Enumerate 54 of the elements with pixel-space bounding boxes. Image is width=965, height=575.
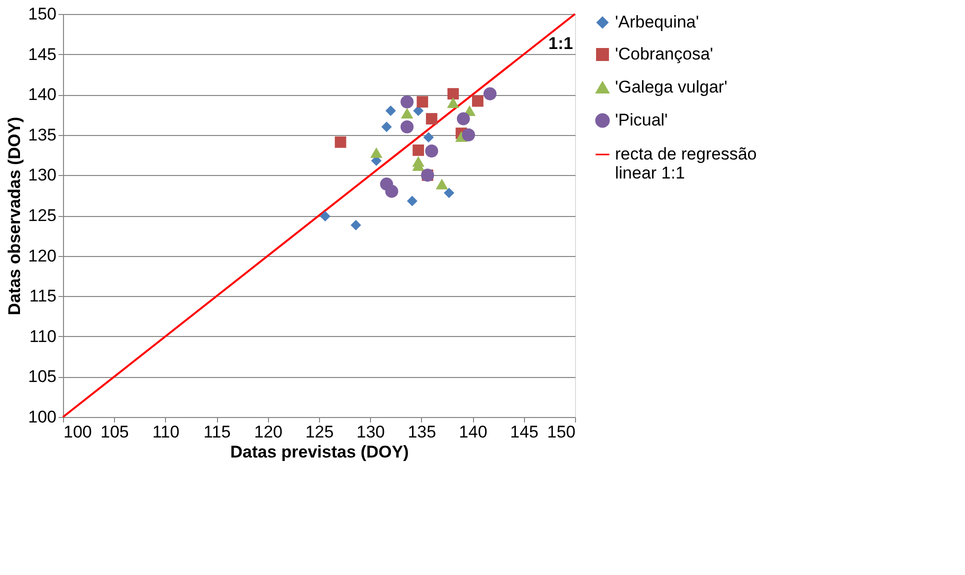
x-axis-title: Datas previstas (DOY) <box>230 442 409 462</box>
point <box>370 147 382 158</box>
x-tick-label: 115 <box>204 422 231 442</box>
point <box>483 87 497 100</box>
x-tick-label: 135 <box>408 422 436 442</box>
y-tick-label: 105 <box>28 367 56 386</box>
y-tick-label: 125 <box>28 206 56 225</box>
point <box>423 132 434 143</box>
point <box>400 120 414 134</box>
point <box>456 112 470 126</box>
point <box>444 188 454 198</box>
point <box>400 95 414 108</box>
y-tick-label: 135 <box>28 125 56 144</box>
y-tick-label: 120 <box>28 246 56 266</box>
point <box>447 88 459 100</box>
point <box>412 144 424 156</box>
point <box>406 196 418 206</box>
x-tick-label: 140 <box>458 422 488 442</box>
y-tick-label: 110 <box>29 326 56 346</box>
point <box>381 122 392 132</box>
point <box>385 184 398 198</box>
legend-label: 'Galega vulgar' <box>615 78 728 96</box>
point <box>320 211 330 222</box>
legend-label: 'Picual' <box>615 110 668 130</box>
y-tick-label: 115 <box>29 286 56 306</box>
point <box>425 144 438 158</box>
x-tick-label: 125 <box>305 422 334 442</box>
point <box>426 113 438 124</box>
annotation: 1:1 <box>548 34 573 53</box>
y-tick-label: 100 <box>28 408 56 426</box>
x-tick-label: 150 <box>547 422 576 442</box>
point <box>334 136 346 148</box>
point <box>462 128 476 142</box>
y-tick-label: 150 <box>28 4 56 24</box>
x-tick-label: 145 <box>510 422 538 442</box>
legend-label: recta de regressão linear 1:1 <box>615 144 757 182</box>
point <box>400 108 414 118</box>
legend-label: 'Cobrançosa' <box>615 44 714 64</box>
y-axis-title: Datas observadas (DOY) <box>5 116 24 316</box>
x-tick-label: 120 <box>254 422 282 442</box>
x-tick-label: 110 <box>152 422 180 442</box>
x-tick-label: 130 <box>356 422 385 442</box>
point <box>385 105 396 116</box>
y-tick-label: 145 <box>28 44 56 64</box>
y-tick-label: 130 <box>28 166 56 185</box>
point <box>416 96 428 108</box>
point <box>472 95 484 107</box>
x-tick-label: 100 <box>64 422 92 442</box>
y-tick-label: 140 <box>28 85 56 104</box>
point <box>447 97 460 108</box>
legend-label: 'Arbequina' <box>615 12 699 32</box>
point <box>350 220 362 230</box>
point <box>436 178 448 190</box>
x-tick-label: 105 <box>100 422 129 442</box>
